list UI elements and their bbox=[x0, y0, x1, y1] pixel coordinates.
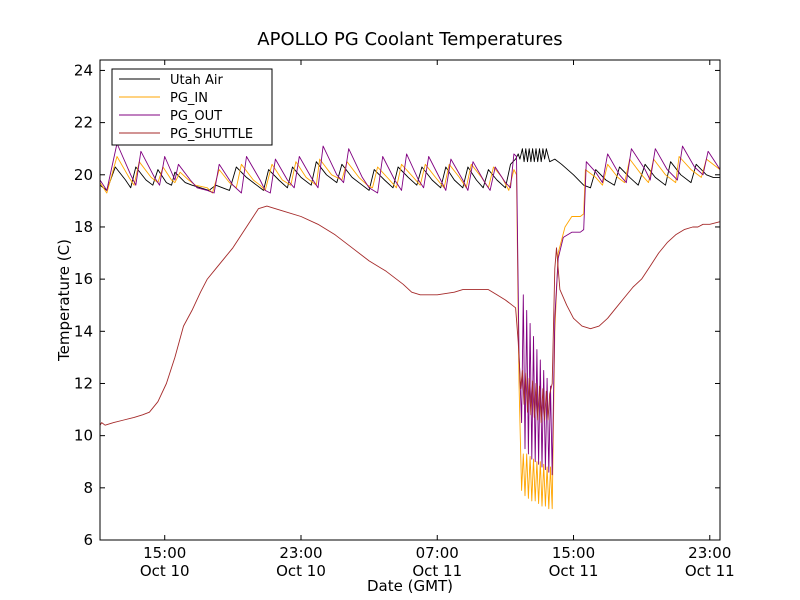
y-tick-label: 22 bbox=[74, 114, 93, 132]
x-tick-label-date: Oct 10 bbox=[140, 562, 190, 580]
plot-frame bbox=[99, 59, 721, 541]
x-tick-label-time: 23:00 bbox=[279, 544, 322, 562]
x-tick-label-time: 23:00 bbox=[688, 544, 731, 562]
y-tick-label: 10 bbox=[74, 427, 93, 445]
x-tick-label-date: Oct 11 bbox=[685, 562, 735, 580]
y-tick-label: 16 bbox=[74, 270, 93, 288]
x-tick-label-date: Oct 11 bbox=[412, 562, 462, 580]
chart-title: APOLLO PG Coolant Temperatures bbox=[257, 29, 562, 50]
y-tick-label: 6 bbox=[83, 531, 93, 549]
x-tick-label-time: 15:00 bbox=[143, 544, 186, 562]
legend-label: PG_IN bbox=[170, 91, 208, 106]
y-tick-label: 8 bbox=[83, 479, 93, 497]
legend: Utah Air PG_IN PG_OUT PG_SHUTTLE bbox=[111, 68, 273, 146]
x-tick-label-date: Oct 11 bbox=[549, 562, 599, 580]
series-line-pg-shuttle bbox=[99, 205, 721, 426]
y-tick-label: 12 bbox=[74, 374, 93, 392]
series-line-pg-out bbox=[99, 143, 721, 476]
legend-label: PG_OUT bbox=[170, 109, 222, 124]
legend-label: Utah Air bbox=[170, 73, 223, 88]
x-tick-label-time: 07:00 bbox=[416, 544, 459, 562]
y-tick-label: 20 bbox=[74, 166, 93, 184]
series-line-utah-air bbox=[99, 148, 720, 191]
legend-items: Utah Air PG_IN PG_OUT PG_SHUTTLE bbox=[119, 73, 253, 142]
series-layer bbox=[99, 143, 721, 510]
x-tick-label-date: Oct 10 bbox=[276, 562, 326, 580]
legend-box bbox=[111, 68, 273, 146]
y-tick-label: 18 bbox=[74, 218, 93, 236]
legend-label: PG_SHUTTLE bbox=[170, 127, 253, 142]
x-tick-label-time: 15:00 bbox=[552, 544, 595, 562]
y-axis-title: Temperature (C) bbox=[55, 239, 73, 362]
y-tick-label: 14 bbox=[74, 322, 93, 340]
y-tick-label: 24 bbox=[74, 61, 93, 79]
x-axis-title: Date (GMT) bbox=[367, 577, 453, 595]
